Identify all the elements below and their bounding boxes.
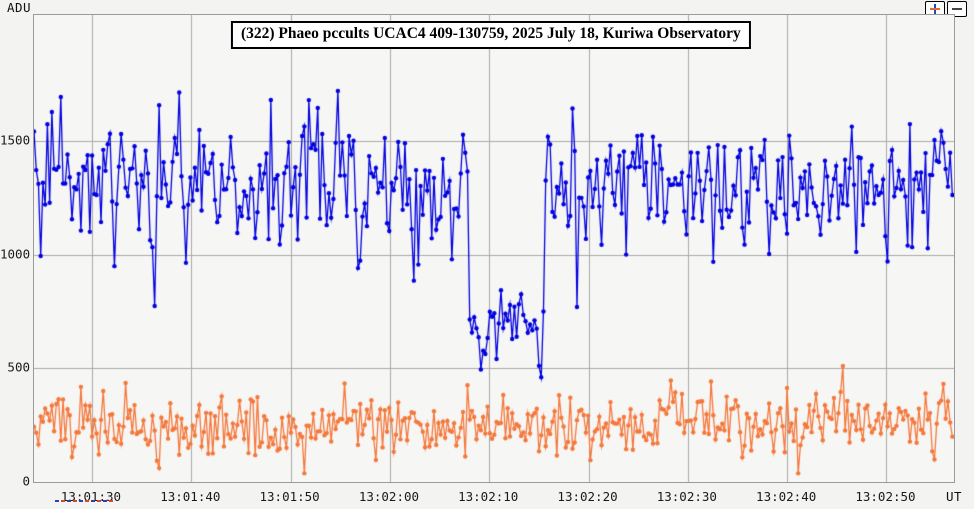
plot-area[interactable]: (322) Phaeo pccults UCAC4 409-130759, 20… [33, 14, 955, 483]
x-tick-label: 13:02:10 [458, 489, 519, 504]
x-tick-label: 13:02:30 [656, 489, 717, 504]
x-tick-label: 13:01:50 [259, 489, 320, 504]
x-tick-label: 13:02:00 [358, 489, 420, 504]
plus-icon [930, 8, 940, 10]
y-tick-label: 1500 [0, 132, 31, 148]
y-axis-unit-label: ADU [7, 0, 32, 15]
minus-icon [952, 8, 962, 10]
y-tick-label: 500 [7, 359, 30, 375]
series-colors-dash-strip [55, 500, 113, 502]
x-tick-label: 13:02:40 [756, 489, 817, 504]
x-tick-label: 13:01:40 [160, 489, 221, 504]
x-axis-unit-label: UT [946, 489, 963, 504]
y-tick-label: 1000 [0, 246, 31, 262]
x-tick-label: 13:02:50 [855, 489, 916, 504]
zoom-out-button[interactable] [947, 1, 967, 17]
y-tick-label: 0 [22, 473, 30, 489]
chart-title: (322) Phaeo pccults UCAC4 409-130759, 20… [230, 21, 751, 49]
x-tick-label: 13:02:20 [557, 489, 618, 504]
light-curve-canvas[interactable] [34, 15, 954, 482]
